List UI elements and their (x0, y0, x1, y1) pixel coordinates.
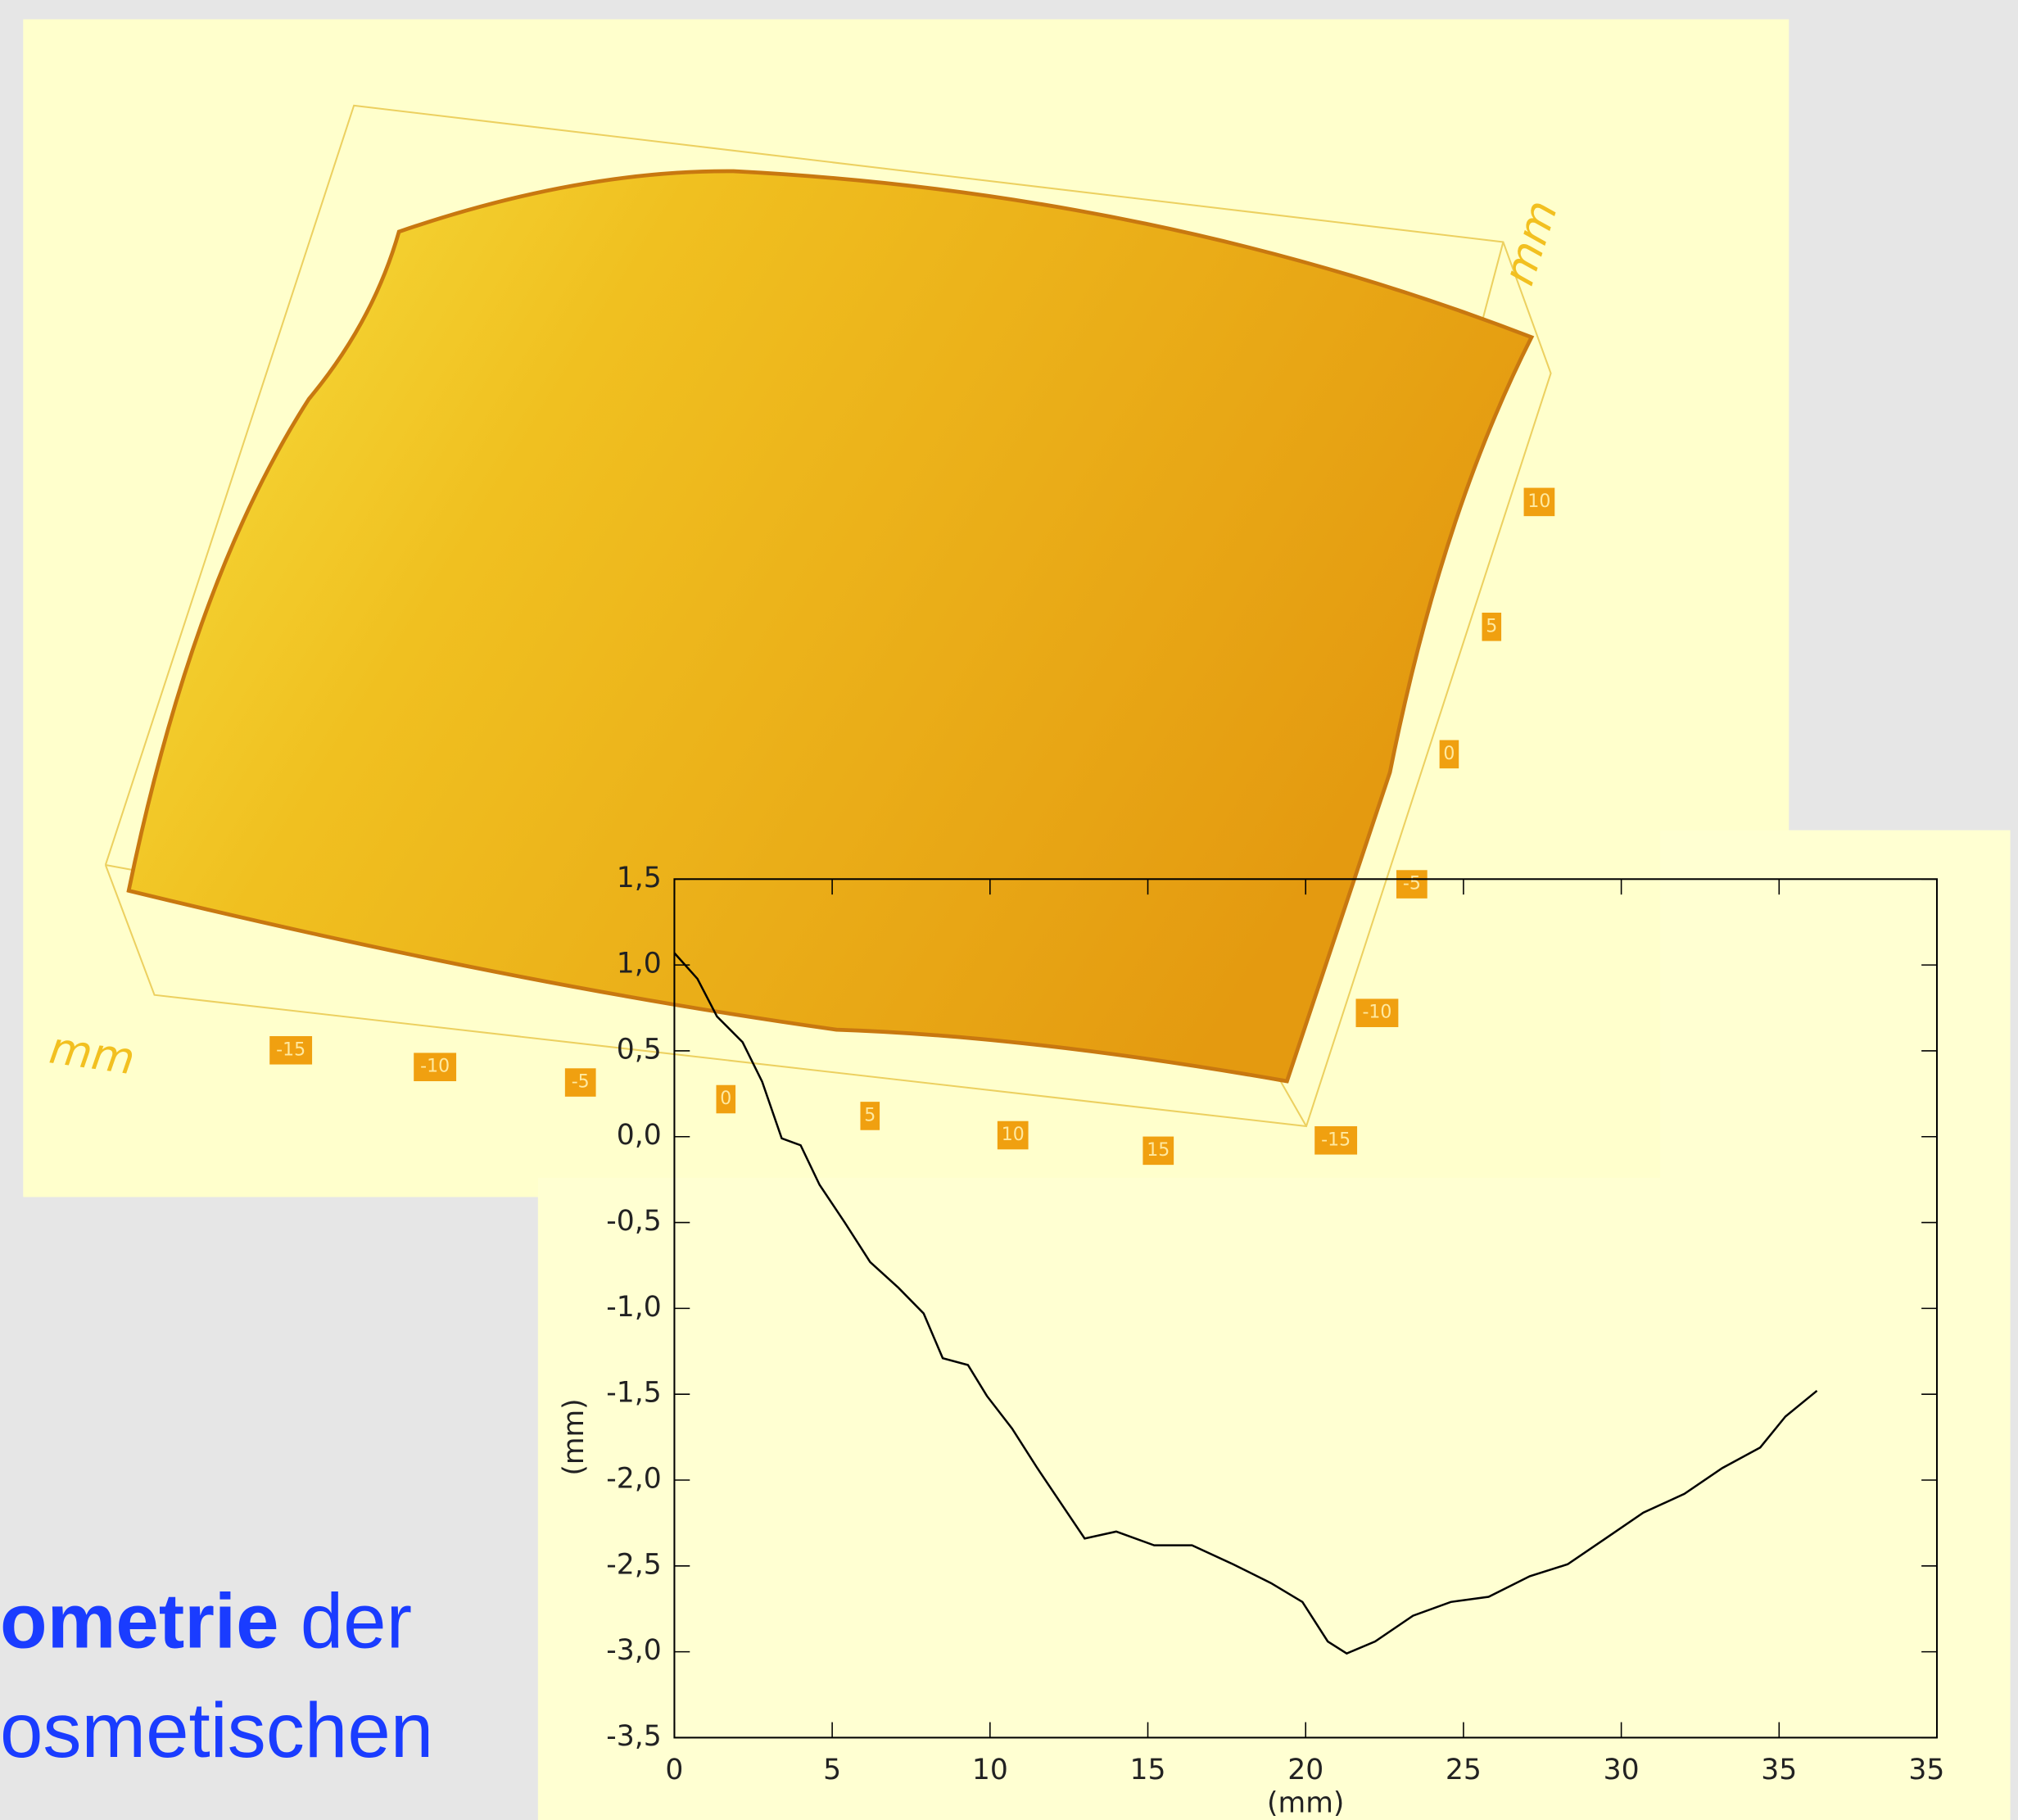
slide-text-bold: ometrie (0, 1578, 279, 1664)
x-tick-label: 15 (1130, 1754, 1166, 1786)
y-tick-label: 0,5 (617, 1033, 662, 1066)
y-tick-label: 1,0 (617, 948, 662, 980)
tick-label: 15 (1147, 1140, 1170, 1161)
tick-label: 5 (1486, 616, 1497, 636)
page: {"chart_data": {"type": "line", "x": [0,… (0, 0, 2018, 1820)
x-tick-label: 5 (823, 1754, 841, 1786)
y-tick-label: -2,0 (606, 1462, 661, 1495)
slide-text: osmetischen (0, 1687, 433, 1773)
tick-label: -10 (1362, 1003, 1391, 1023)
x-tick-label: 20 (1287, 1754, 1323, 1786)
tick-label: -5 (572, 1072, 590, 1093)
slide: mm mm -15-10-50510151050-5-10-15 ometrie… (0, 0, 2018, 1820)
x-tick-label: 30 (1604, 1754, 1640, 1786)
tick-label: -5 (1403, 874, 1421, 894)
y-tick-label: -3,0 (606, 1634, 661, 1667)
y-tick-label: 1,5 (617, 862, 662, 894)
x-tick-label: 35 (1761, 1754, 1797, 1786)
tick-label: -10 (420, 1057, 450, 1077)
tick-label: 0 (1443, 744, 1455, 764)
y-tick-label: -1,5 (606, 1377, 661, 1410)
chart-panel (1660, 831, 2010, 1820)
x-tick-label: 0 (665, 1754, 683, 1786)
x-tick-label: 35 (1908, 1754, 1944, 1786)
x-tick-label: 10 (972, 1754, 1008, 1786)
slide-text: ometrie der (0, 1578, 412, 1664)
tick-label: 0 (720, 1089, 731, 1109)
y-tick-label: -1,0 (606, 1291, 661, 1324)
slide-text: der (279, 1578, 412, 1664)
tick-label: 5 (864, 1105, 876, 1125)
tick-label: -15 (1321, 1130, 1351, 1150)
tick-label: -15 (276, 1039, 305, 1060)
y-axis-label: (mm) (558, 1398, 590, 1475)
y-tick-label: -3,5 (606, 1720, 661, 1753)
y-tick-label: 0,0 (617, 1119, 662, 1152)
y-tick-label: -2,5 (606, 1548, 661, 1581)
chart-panel (538, 1178, 1671, 1820)
x-tick-label: 25 (1446, 1754, 1482, 1786)
tick-label: 10 (1002, 1125, 1025, 1145)
y-tick-label: -0,5 (606, 1205, 661, 1238)
tick-label: 10 (1527, 491, 1550, 512)
x-axis-label: (mm) (1267, 1787, 1344, 1820)
